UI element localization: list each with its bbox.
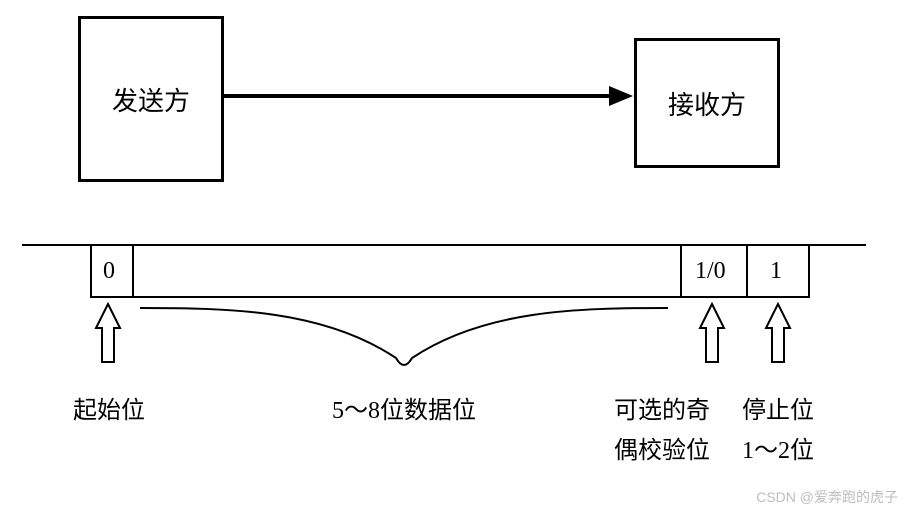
- watermark-text: CSDN @爱奔跑的虎子: [756, 487, 898, 507]
- diagram-canvas: 发送方 接收方 0 1/0 1: [0, 0, 910, 515]
- start-up-arrow-icon: [96, 304, 120, 362]
- data-brace-icon: [140, 308, 668, 365]
- data-caption: 5～8位数据位: [332, 390, 476, 425]
- parity-caption-1: 可选的奇: [614, 390, 710, 425]
- stop-up-arrow-icon: [766, 304, 790, 362]
- start-caption: 起始位: [73, 390, 145, 425]
- stop-caption-2: 1～2位: [742, 430, 814, 465]
- parity-caption-2: 偶校验位: [614, 430, 710, 465]
- stop-caption-1: 停止位: [742, 390, 814, 425]
- parity-up-arrow-icon: [700, 304, 724, 362]
